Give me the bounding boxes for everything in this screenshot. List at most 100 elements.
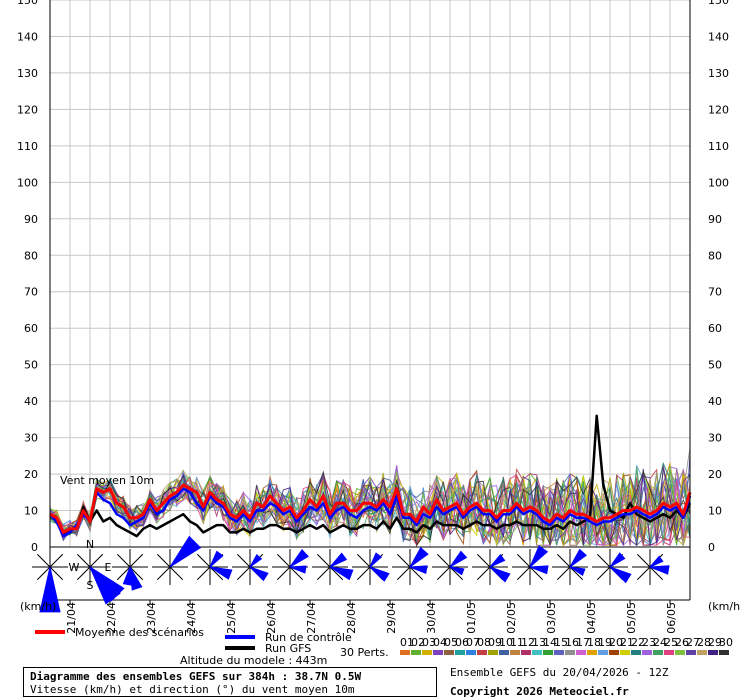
wind-rose-petal: [129, 566, 143, 591]
x-tick-label: 24/04: [185, 602, 198, 634]
wind-rose-spoke: [636, 566, 651, 581]
wind-rose-petal: [249, 554, 263, 568]
wind-rose: [632, 549, 670, 585]
wind-rose: [152, 535, 202, 585]
wind-rose-petal: [89, 566, 121, 605]
member-color-swatch: [675, 650, 685, 655]
member-color-swatch: [466, 650, 476, 655]
wind-rose-petal: [169, 535, 202, 568]
y-tick-label-right: 40: [708, 395, 722, 408]
y-tick-label-left: 120: [17, 103, 38, 116]
wind-rose-petal: [569, 548, 587, 568]
wind-rose-spoke: [649, 566, 664, 581]
compass-letter: E: [105, 561, 112, 574]
member-id-label: 16: [565, 636, 579, 649]
member-color-swatch: [576, 650, 586, 655]
member-color-swatch: [620, 650, 630, 655]
member-id-label: 12: [521, 636, 535, 649]
wind-rose-spoke: [556, 566, 571, 581]
y-tick-label-left: 40: [24, 395, 38, 408]
wind-roses: NW ES: [32, 535, 670, 613]
x-tick-label: 22/04: [105, 602, 118, 634]
legend-label: Run GFS: [265, 642, 311, 655]
member-id-label: 10: [499, 636, 513, 649]
wind-rose: [352, 549, 390, 585]
y-tick-label-right: 120: [708, 103, 729, 116]
y-tick-label-left: 60: [24, 322, 38, 335]
x-tick-label: 05/05: [625, 602, 638, 634]
y-tick-label-right: 0: [708, 541, 715, 554]
compass-letter: W: [69, 561, 80, 574]
wind-rose-spoke: [356, 566, 371, 581]
wind-rose-spoke: [76, 566, 91, 581]
member-id-label: 17: [576, 636, 590, 649]
x-tick-label: 23/04: [145, 602, 158, 634]
wind-rose-spoke: [76, 553, 91, 568]
member-id-label: 03: [422, 636, 436, 649]
member-color-swatch: [708, 650, 718, 655]
wind-rose-spoke: [49, 566, 64, 581]
member-id-label: 30: [719, 636, 733, 649]
wind-rose-spoke: [636, 553, 651, 568]
wind-rose-spoke: [276, 553, 291, 568]
y-tick-label-left: 30: [24, 432, 38, 445]
wind-rose-petal: [329, 566, 354, 581]
chart-legend: Moyenne des scénarios Run de contrôleRun …: [35, 626, 733, 655]
x-tick-label: 29/04: [385, 602, 398, 634]
y-tick-label-left: 110: [17, 140, 38, 153]
member-color-swatch: [565, 650, 575, 655]
member-color-swatch: [499, 650, 509, 655]
wind-rose-spoke: [36, 566, 51, 581]
y-tick-label-right: 90: [708, 213, 722, 226]
wind-rose-spoke: [516, 553, 531, 568]
member-id-label: 27: [686, 636, 700, 649]
wind-rose: [72, 549, 125, 605]
member-color-swatch: [587, 650, 597, 655]
member-id-label: 09: [488, 636, 502, 649]
wind-rose-petal: [209, 550, 224, 568]
ensemble-member-line: [49, 467, 691, 547]
member-color-swatch: [400, 650, 410, 655]
wind-rose-petal: [249, 566, 269, 582]
member-id-label: 06: [455, 636, 469, 649]
member-id-label: 15: [554, 636, 568, 649]
wind-rose: [32, 549, 68, 613]
y-tick-label-right: 150: [708, 0, 729, 7]
wind-rose-spoke: [156, 566, 171, 581]
wind-rose: [392, 547, 429, 585]
wind-rose: [592, 549, 632, 585]
y-tick-label-left: 140: [17, 30, 38, 43]
wind-rose-petal: [449, 550, 468, 568]
wind-rose-petal: [209, 566, 233, 580]
chart-title-box: Diagramme des ensembles GEFS sur 384h : …: [23, 667, 437, 697]
member-color-swatch: [697, 650, 707, 655]
copyright: Copyright 2026 Meteociel.fr: [450, 685, 629, 698]
series-line: [49, 487, 692, 538]
member-id-label: 29: [708, 636, 722, 649]
wind-rose-spoke: [596, 566, 611, 581]
x-tick-label: 21/04: [65, 602, 78, 634]
wind-rose-petal: [489, 566, 511, 583]
member-color-swatch: [664, 650, 674, 655]
member-color-swatch: [510, 650, 520, 655]
member-color-swatch: [642, 650, 652, 655]
wind-rose-spoke: [529, 566, 544, 581]
wind-rose-spoke: [449, 566, 464, 581]
wind-rose-spoke: [49, 553, 64, 568]
y-tick-label-right: 100: [708, 176, 729, 189]
chart-grid: [49, 0, 691, 548]
wind-rose-spoke: [436, 566, 451, 581]
wind-rose-spoke: [36, 553, 51, 568]
wind-rose-spoke: [556, 553, 571, 568]
y-tick-label-left: 20: [24, 468, 38, 481]
member-id-label: 02: [411, 636, 425, 649]
wind-rose-spoke: [236, 553, 251, 568]
member-id-label: 26: [675, 636, 689, 649]
wind-rose-spoke: [409, 566, 424, 581]
wind-rose-petal: [489, 553, 506, 568]
wind-rose-spoke: [129, 553, 144, 568]
unit-left: (km/h): [20, 600, 56, 613]
wind-rose-spoke: [316, 553, 331, 568]
member-color-swatch: [653, 650, 663, 655]
x-tick-label: 26/04: [265, 602, 278, 634]
